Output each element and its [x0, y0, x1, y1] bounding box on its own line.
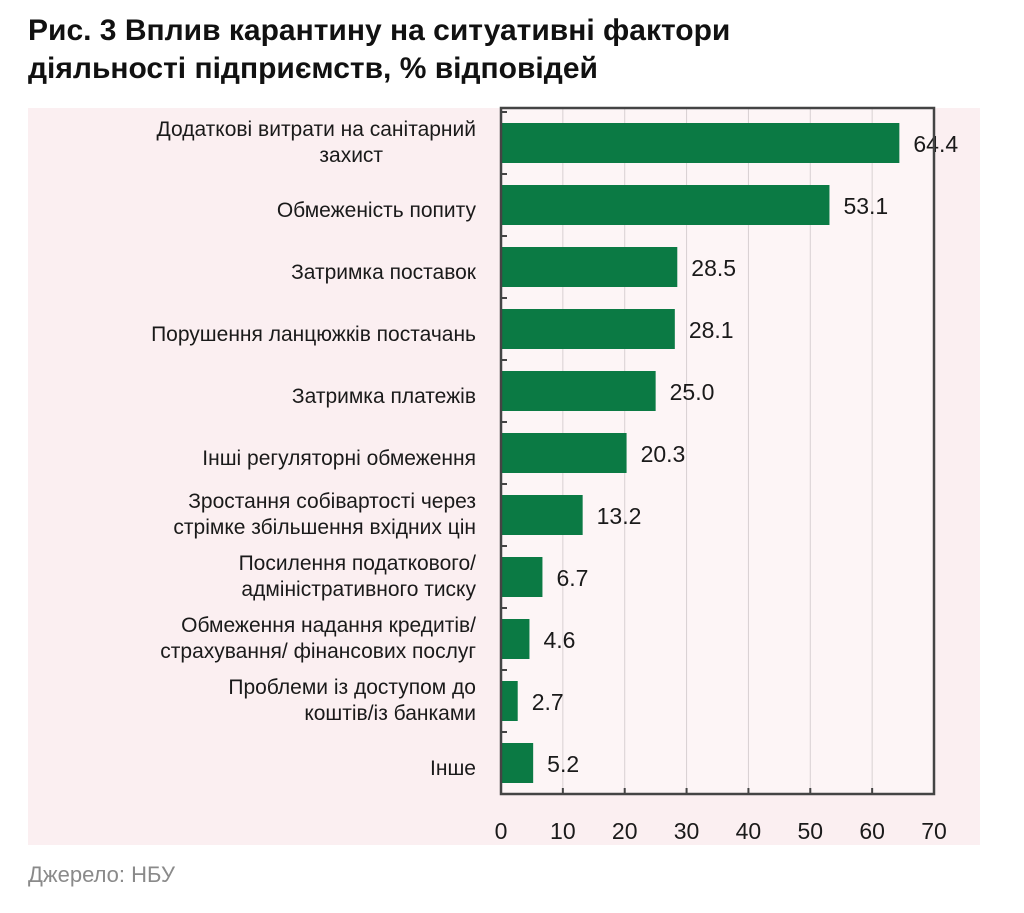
- bar: [501, 619, 530, 659]
- title-line-2: діяльності підприємств, % відповідей: [28, 52, 598, 85]
- source-note: Джерело: НБУ: [28, 862, 175, 887]
- x-tick-label: 0: [495, 818, 508, 844]
- chart-title: Рис. 3 Вплив карантину на ситуативні фак…: [28, 12, 1008, 88]
- x-tick-label: 70: [921, 818, 947, 844]
- bar: [501, 185, 830, 225]
- data-label: 2.7: [532, 689, 564, 715]
- x-tick-label: 10: [550, 818, 576, 844]
- bar: [501, 309, 675, 349]
- bar: [501, 681, 518, 721]
- category-label: коштів/із банками: [304, 702, 476, 725]
- category-label: Проблеми із доступом до: [228, 676, 476, 699]
- data-label: 5.2: [547, 751, 579, 777]
- category-label: Інше: [430, 757, 476, 780]
- bar: [501, 743, 534, 783]
- data-label: 25.0: [670, 379, 715, 405]
- category-label: Порушення ланцюжків постачань: [151, 323, 476, 346]
- bar: [501, 557, 543, 597]
- data-label: 53.1: [843, 193, 888, 219]
- bar: [501, 123, 900, 163]
- category-label: захист: [319, 144, 383, 167]
- x-tick-label: 30: [674, 818, 700, 844]
- x-tick-label: 60: [859, 818, 885, 844]
- data-label: 4.6: [543, 627, 575, 653]
- plot-frame: [499, 106, 936, 796]
- data-label: 6.7: [556, 565, 588, 591]
- category-label: Затримка платежів: [292, 385, 476, 408]
- data-label: 20.3: [641, 441, 686, 467]
- category-label: стрімке збільшення вхідних цін: [173, 516, 476, 539]
- data-label: 13.2: [597, 503, 642, 529]
- data-label: 28.1: [689, 317, 734, 343]
- bar: [501, 433, 627, 473]
- x-tick-label: 20: [612, 818, 638, 844]
- category-label: Затримка поставок: [291, 261, 477, 284]
- category-label: Інші регуляторні обмеження: [202, 447, 476, 470]
- x-tick-label: 40: [736, 818, 762, 844]
- x-tick-label: 50: [797, 818, 823, 844]
- category-label: Посилення податкового/: [239, 552, 477, 575]
- title-line-1: Рис. 3 Вплив карантину на ситуативні фак…: [28, 14, 731, 47]
- bar: [501, 371, 656, 411]
- data-label: 28.5: [691, 255, 736, 281]
- bar: [501, 247, 678, 287]
- category-label: страхування/ фінансових послуг: [160, 640, 476, 663]
- category-label: Обмеженість попиту: [277, 199, 477, 222]
- category-label: адміністративного тиску: [241, 578, 476, 601]
- category-label: Зростання собівартості через: [188, 490, 476, 513]
- category-label: Обмеження надання кредитів/: [181, 614, 476, 637]
- data-label: 64.4: [913, 131, 958, 157]
- category-label: Додаткові витрати на санітарний: [157, 118, 476, 141]
- bar: [501, 495, 583, 535]
